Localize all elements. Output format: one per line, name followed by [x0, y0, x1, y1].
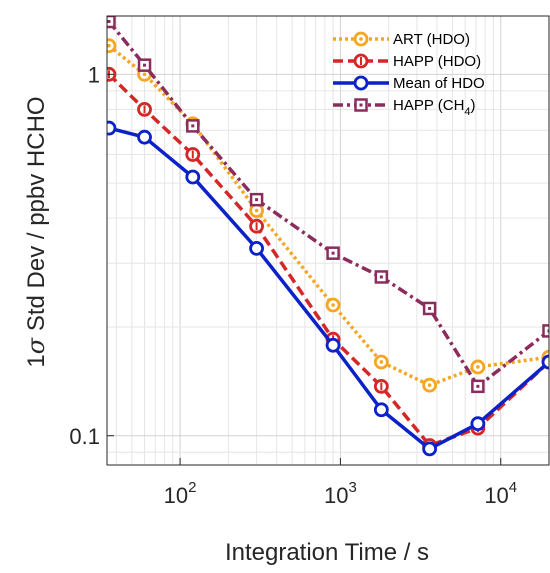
legend-label: HAPP (HDO): [393, 53, 481, 70]
data-point: [325, 337, 341, 353]
legend-label-text: HAPP (CH: [393, 97, 464, 114]
data-point: [185, 169, 201, 185]
x-tick-label: 104: [484, 479, 517, 508]
data-point: [542, 324, 549, 338]
data-point-center: [547, 329, 549, 333]
data-point: [249, 240, 264, 256]
legend-marker-center: [359, 37, 363, 41]
plot-frame: [106, 15, 550, 466]
data-point: [541, 354, 549, 370]
data-point-center: [427, 383, 432, 387]
data-point: [373, 402, 389, 418]
legend-label-end: ): [471, 97, 476, 114]
legend-label: ART (HDO): [393, 31, 470, 48]
legend-marker: [353, 75, 369, 91]
data-point-center: [476, 384, 480, 388]
legend-label-text: HAPP (HDO): [393, 53, 481, 70]
data-point: [470, 416, 486, 432]
legend-label-text: ART (HDO): [393, 31, 470, 48]
x-tick-label: 102: [164, 479, 197, 508]
data-point-center: [254, 208, 259, 213]
y-axis-label-prefix: 1: [23, 354, 50, 367]
y-axis-label-sigma: σ: [22, 337, 50, 354]
legend-label-text: Mean of HDO: [393, 75, 485, 92]
data-point-center: [191, 124, 195, 128]
x-tick-label-exponent: 4: [509, 479, 517, 496]
data-point-center: [428, 306, 432, 310]
series-line: [108, 126, 549, 451]
data-point-center: [142, 72, 147, 77]
data-point-center: [379, 275, 383, 279]
series-clip-group: [107, 16, 549, 457]
data-point-center: [476, 365, 480, 369]
series-3: [107, 16, 549, 394]
data-point-center: [331, 303, 335, 307]
legend-label: HAPP (CH4): [393, 97, 476, 118]
data-point-center: [379, 360, 384, 364]
x-tick-label-exponent: 3: [348, 479, 356, 496]
data-point-center: [107, 43, 111, 48]
y-axis-label-rest: Std Dev / ppbv HCHO: [23, 96, 50, 337]
x-tick-label-base: 10: [164, 483, 188, 508]
y-axis-label: 1σ Std Dev / ppbv HCHO: [22, 96, 50, 367]
x-tick-label: 103: [324, 479, 357, 508]
legend: ART (HDO) HAPP (HDO) Mean of HDO HAPP (CH4): [333, 31, 485, 118]
series-layer: [107, 16, 549, 457]
data-point: [422, 441, 438, 457]
x-tick-label-exponent: 2: [188, 479, 196, 496]
data-point-center: [331, 251, 335, 255]
data-point-center: [107, 20, 111, 24]
legend-marker-center: [359, 103, 363, 107]
data-point: [107, 38, 117, 54]
data-point-center: [143, 63, 147, 67]
x-tick-label-base: 10: [484, 483, 508, 508]
y-tick-label: 0.1: [69, 424, 100, 449]
data-point: [107, 120, 117, 136]
legend-label: Mean of HDO: [393, 75, 485, 92]
data-point: [137, 129, 152, 145]
y-tick-label: 1: [88, 62, 100, 87]
x-tick-label-base: 10: [324, 483, 348, 508]
x-axis-label: Integration Time / s: [225, 539, 429, 566]
legend-label-subscript: 4: [464, 106, 470, 118]
data-point-center: [255, 198, 259, 202]
series-2: [107, 120, 549, 457]
